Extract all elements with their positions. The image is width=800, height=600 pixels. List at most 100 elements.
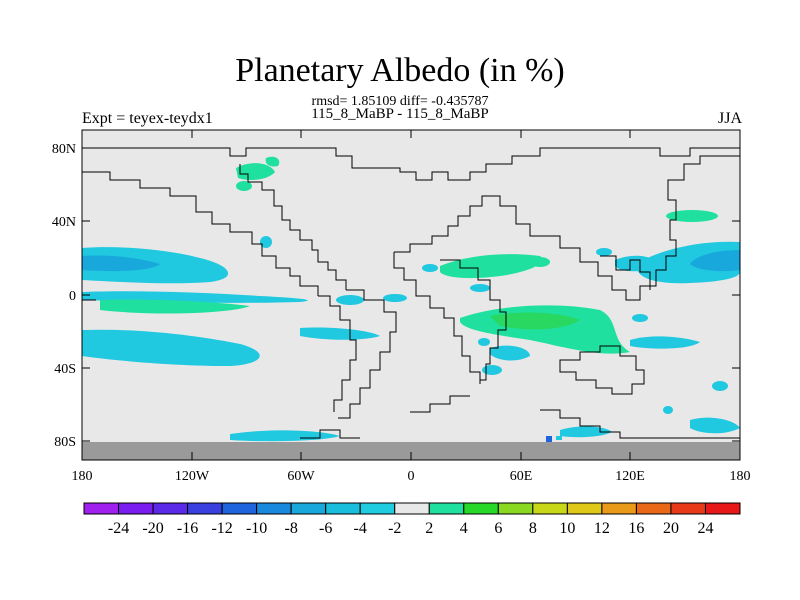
pos-anomaly-patch [236, 163, 275, 180]
colorbar-swatch [187, 502, 223, 515]
colorbar-swatch [532, 502, 568, 515]
neg-anomaly-patch [690, 417, 740, 434]
pos-anomaly-patch [490, 312, 580, 330]
x-tick-label: 60E [510, 469, 533, 484]
neg-anomaly-patch [82, 255, 160, 272]
x-axis-labels: 180 120W 60W 0 60E 120E 180 [72, 469, 751, 484]
colorbar-swatch [221, 502, 258, 515]
colorbar-swatch [670, 502, 706, 515]
colorbar-swatch [566, 502, 603, 515]
experiment-label: Expt = teyex-teydx1 [82, 110, 213, 127]
neg-anomaly-patch [470, 284, 490, 292]
x-tick-label: 120E [615, 469, 645, 484]
southeast-asia [600, 255, 651, 290]
neg-anomaly-patch [300, 327, 380, 340]
pos-anomaly-patch [440, 254, 543, 279]
y-axis-labels: 80N 40N 0 40S 80S [52, 142, 76, 450]
africa-west [393, 252, 481, 384]
pos-anomaly-patch [236, 181, 252, 191]
missing-data-band [82, 442, 740, 460]
colorbar-swatch [290, 502, 327, 515]
neg-anomaly-patch [336, 295, 364, 305]
eurasia-coast [394, 195, 540, 253]
neg-anomaly-patch [482, 365, 502, 375]
colorbar-label: -12 [211, 520, 232, 537]
neg-anomaly-patch [490, 345, 530, 361]
stats-text: rmsd= 1.85109 diff= -0.435787 [311, 94, 489, 109]
neg-anomaly-patch [556, 436, 562, 440]
colorbar-label: 10 [559, 520, 575, 537]
neg-anomaly-patch [596, 248, 612, 256]
colorbar-swatch [83, 502, 120, 515]
neg-anomaly-patch [615, 255, 660, 272]
neg-anomaly-patch [637, 241, 740, 284]
x-tick-label: 120W [175, 469, 210, 484]
neg-anomaly-patch [663, 406, 673, 414]
colorbar-swatch [497, 502, 534, 515]
north-america-west [82, 171, 319, 296]
neg-anomaly-patch [422, 264, 438, 272]
y-axis-ticks [82, 147, 740, 442]
x-tick-label: 180 [730, 469, 751, 484]
x-tick-label: 0 [408, 469, 415, 484]
colorbar-swatch [704, 502, 741, 515]
colorbar-swatch [394, 502, 430, 515]
colorbar-label: 16 [628, 520, 644, 537]
colorbar-swatch [428, 502, 465, 515]
colorbar-label: 24 [697, 520, 713, 537]
africa-east [440, 259, 507, 381]
coastlines [82, 147, 740, 439]
colorbar-label: 12 [594, 520, 610, 537]
neg-anomaly-patch [478, 338, 490, 346]
colorbar-swatch [152, 502, 189, 515]
colorbar-label: -2 [388, 520, 401, 537]
colorbar-label: -10 [246, 520, 267, 537]
colorbar-swatch [601, 502, 637, 515]
pos-anomaly-patch [265, 156, 280, 167]
north-america-east [239, 164, 347, 290]
colorbar-swatch [463, 502, 499, 515]
asia-east-coast [540, 155, 740, 301]
neg-anomaly-patch [712, 381, 728, 391]
neg-anomaly-patch [630, 336, 700, 349]
pos-anomaly-patch [666, 210, 718, 222]
colorbar: -24 -20 -16 -12 -10 -8 -6 -4 -2 2 4 6 8 10 12 16 20 24 [83, 502, 741, 537]
y-tick-label: 40S [54, 362, 76, 377]
y-tick-label: 40N [52, 215, 76, 230]
southern-ocean-line [410, 395, 470, 413]
antarctica-east [540, 409, 740, 439]
y-tick-label: 80S [54, 435, 76, 450]
neg-anomaly-patch [82, 329, 260, 366]
neg-anomaly-patch [260, 236, 272, 248]
colorbar-label: -20 [142, 520, 163, 537]
neg-anomaly-patch [383, 294, 407, 302]
comparison-text: 115_8_MaBP - 115_8_MaBP [311, 106, 489, 122]
antarctica-west [300, 429, 360, 439]
neg-anomaly-patch [560, 426, 612, 438]
season-label: JJA [717, 110, 742, 127]
x-tick-label: 180 [72, 469, 93, 484]
colorbar-label: 6 [494, 520, 502, 537]
south-america-east [338, 289, 397, 419]
south-america-west [318, 295, 357, 412]
colorbar-swatch [118, 502, 154, 515]
colorbar-swatch [359, 502, 396, 515]
colorbar-label: -24 [108, 520, 129, 537]
colorbar-label: -8 [284, 520, 297, 537]
y-tick-label: 80N [52, 142, 76, 157]
australia [559, 345, 645, 395]
colorbar-label: 8 [529, 520, 537, 537]
colorbar-swatch [635, 502, 672, 515]
pos-anomaly-patch [530, 257, 550, 267]
colorbar-swatch [256, 502, 292, 515]
map-title: Planetary Albedo (in %) [235, 52, 565, 89]
y-tick-label: 0 [69, 289, 76, 304]
colorbar-swatch [325, 502, 361, 515]
colorbar-label: -6 [319, 520, 332, 537]
x-axis-ticks [81, 130, 741, 460]
arctic-coast [82, 147, 740, 181]
neg-anomaly-patch [546, 436, 552, 442]
neg-anomaly-patch [632, 314, 648, 322]
anomaly-fields [82, 156, 740, 442]
